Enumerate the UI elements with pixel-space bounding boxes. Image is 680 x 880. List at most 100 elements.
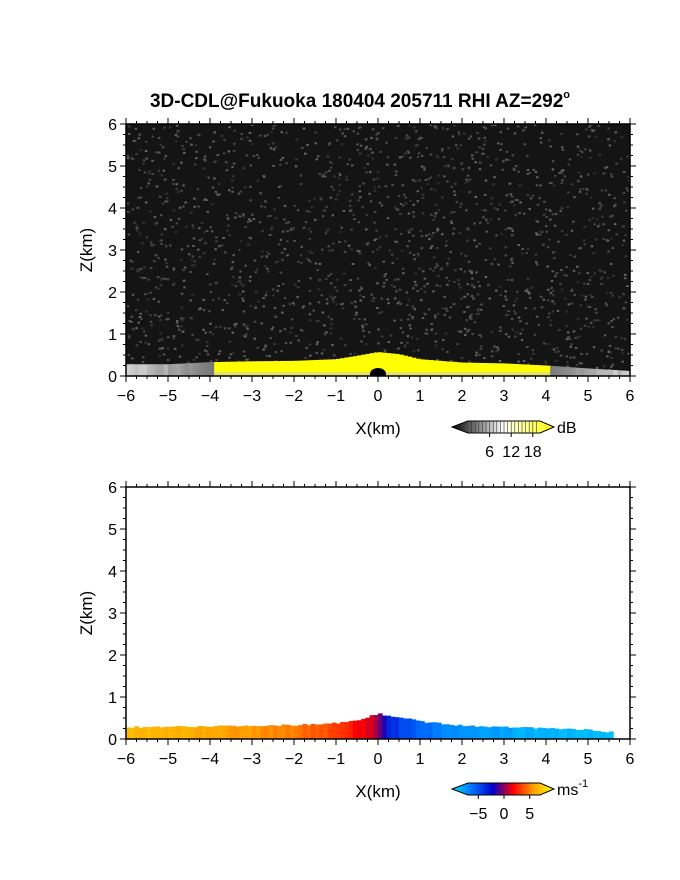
noise-speck xyxy=(443,175,446,178)
noise-speck xyxy=(513,168,516,171)
snr-echo-layer xyxy=(126,352,630,376)
noise-speck xyxy=(454,269,457,272)
noise-speck xyxy=(466,180,470,183)
noise-speck xyxy=(316,268,319,271)
noise-speck xyxy=(496,346,499,349)
noise-speck xyxy=(569,356,573,359)
noise-speck xyxy=(157,315,161,318)
noise-speck xyxy=(585,352,589,355)
snr-near-ground xyxy=(277,371,282,376)
snr-echo-column xyxy=(575,367,581,376)
colorbar-tick-label: 18 xyxy=(524,444,542,461)
noise-speck xyxy=(571,288,574,291)
snr-echo-column xyxy=(268,361,274,376)
noise-speck xyxy=(259,134,262,137)
noise-speck xyxy=(307,259,311,262)
snr-near-ground xyxy=(466,371,471,376)
noise-speck xyxy=(468,191,471,194)
noise-speck xyxy=(172,283,175,286)
noise-speck xyxy=(382,260,386,263)
noise-speck xyxy=(267,270,270,273)
noise-speck xyxy=(166,278,170,281)
noise-speck xyxy=(241,297,244,300)
noise-speck xyxy=(147,172,151,175)
snr-echo-column xyxy=(411,357,417,376)
snr-echo-column xyxy=(159,364,165,376)
noise-speck xyxy=(540,231,544,234)
noise-speck xyxy=(595,311,598,314)
velocity-echo-column xyxy=(550,728,555,739)
snr-echo-column xyxy=(298,360,303,376)
noise-speck xyxy=(561,179,564,182)
noise-speck xyxy=(436,312,440,315)
noise-speck xyxy=(319,197,322,200)
noise-speck xyxy=(204,331,208,334)
noise-speck xyxy=(309,319,312,322)
noise-speck xyxy=(329,282,333,285)
noise-speck xyxy=(260,205,263,208)
velocity-echo-column xyxy=(483,726,488,739)
noise-speck xyxy=(144,150,148,153)
noise-speck xyxy=(401,267,405,270)
noise-speck xyxy=(314,131,317,134)
noise-speck xyxy=(294,283,297,286)
noise-speck xyxy=(565,338,568,341)
velocity-echo-column xyxy=(163,726,169,739)
noise-speck xyxy=(143,266,146,269)
noise-speck xyxy=(572,269,576,272)
noise-speck xyxy=(529,357,533,360)
noise-speck xyxy=(150,241,153,244)
noise-speck xyxy=(406,335,410,338)
noise-speck xyxy=(206,344,209,347)
noise-speck xyxy=(308,200,311,203)
noise-speck xyxy=(483,357,486,360)
noise-speck xyxy=(184,225,188,228)
noise-speck xyxy=(270,328,274,331)
velocity-echo-column xyxy=(222,725,228,739)
noise-speck xyxy=(135,344,138,347)
noise-speck xyxy=(584,148,587,151)
velocity-echo-column xyxy=(596,731,602,739)
noise-speck xyxy=(412,234,415,237)
snr-near-ground xyxy=(432,371,438,376)
noise-speck xyxy=(440,267,444,270)
noise-speck xyxy=(144,140,148,143)
noise-speck xyxy=(272,125,275,128)
noise-speck xyxy=(441,307,445,310)
noise-speck xyxy=(226,217,230,220)
noise-speck xyxy=(223,299,226,302)
noise-speck xyxy=(166,197,169,200)
noise-speck xyxy=(365,228,368,231)
noise-speck xyxy=(440,150,444,153)
noise-speck xyxy=(453,193,457,196)
noise-speck xyxy=(338,240,341,243)
noise-speck xyxy=(241,284,245,287)
noise-speck xyxy=(281,156,285,159)
noise-speck xyxy=(134,127,138,130)
velocity-echo-column xyxy=(411,719,417,739)
noise-speck xyxy=(193,205,196,208)
snr-echo-column xyxy=(541,365,547,376)
noise-speck xyxy=(280,251,284,254)
noise-speck xyxy=(358,152,362,155)
noise-speck xyxy=(366,242,370,245)
noise-speck xyxy=(346,127,350,130)
noise-speck xyxy=(191,294,194,297)
noise-speck xyxy=(481,147,485,150)
x-tick-label: −6 xyxy=(117,388,135,405)
noise-speck xyxy=(338,128,342,131)
noise-speck xyxy=(547,343,550,346)
noise-speck xyxy=(368,264,371,267)
noise-speck xyxy=(310,206,314,209)
noise-speck xyxy=(561,169,565,172)
snr-near-ground xyxy=(390,371,396,376)
noise-speck xyxy=(499,294,503,297)
noise-speck xyxy=(470,295,474,298)
snr-echo-column xyxy=(625,370,630,376)
noise-speck xyxy=(622,171,626,174)
noise-speck xyxy=(212,140,215,143)
noise-speck xyxy=(192,358,196,361)
noise-speck xyxy=(608,144,612,147)
noise-speck xyxy=(325,302,329,305)
noise-speck xyxy=(281,258,284,261)
